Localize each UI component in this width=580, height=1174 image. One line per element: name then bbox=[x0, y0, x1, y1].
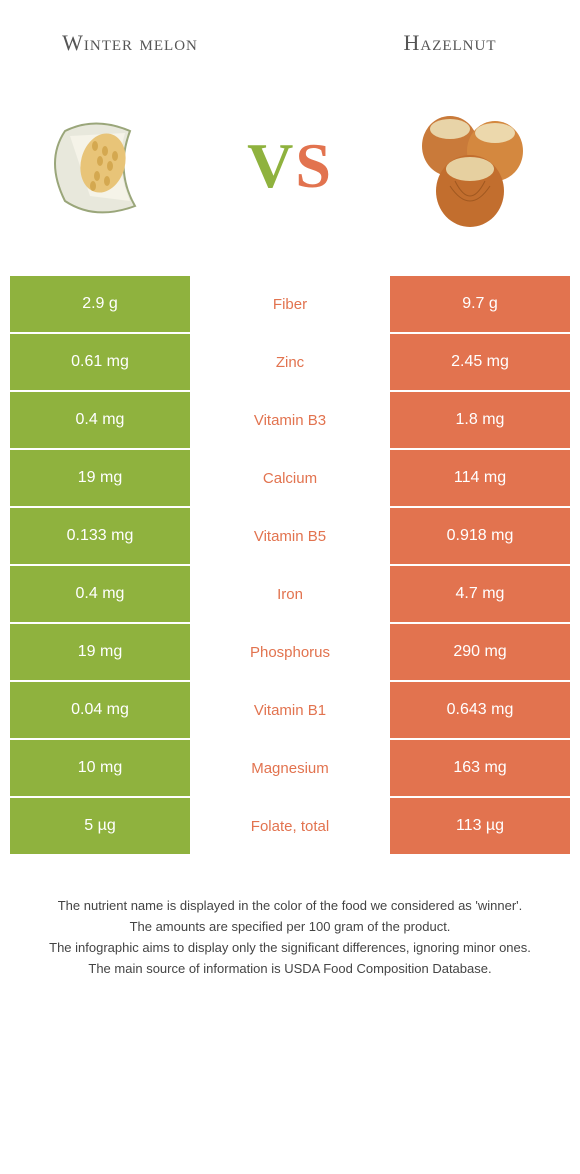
nutrient-label: Zinc bbox=[190, 334, 390, 390]
vs-s: S bbox=[295, 130, 333, 201]
left-food-title: Winter melon bbox=[50, 30, 210, 56]
footer-line-4: The main source of information is USDA F… bbox=[30, 959, 550, 980]
vs-label: VS bbox=[247, 129, 333, 203]
hazelnut-icon bbox=[395, 91, 545, 241]
table-row: 10 mgMagnesium163 mg bbox=[10, 740, 570, 796]
nutrient-label: Phosphorus bbox=[190, 624, 390, 680]
left-value: 19 mg bbox=[10, 624, 190, 680]
left-value: 0.61 mg bbox=[10, 334, 190, 390]
images-row: VS bbox=[0, 66, 580, 276]
left-value: 10 mg bbox=[10, 740, 190, 796]
right-value: 1.8 mg bbox=[390, 392, 570, 448]
left-value: 5 µg bbox=[10, 798, 190, 854]
nutrient-table: 2.9 gFiber9.7 g0.61 mgZinc2.45 mg0.4 mgV… bbox=[10, 276, 570, 854]
right-value: 0.918 mg bbox=[390, 508, 570, 564]
table-row: 0.61 mgZinc2.45 mg bbox=[10, 334, 570, 390]
melon-icon bbox=[35, 91, 185, 241]
table-row: 0.4 mgVitamin B31.8 mg bbox=[10, 392, 570, 448]
right-food-title: Hazelnut bbox=[370, 30, 530, 56]
nutrient-label: Fiber bbox=[190, 276, 390, 332]
nutrient-label: Calcium bbox=[190, 450, 390, 506]
right-value: 0.643 mg bbox=[390, 682, 570, 738]
right-value: 9.7 g bbox=[390, 276, 570, 332]
right-food-image bbox=[390, 86, 550, 246]
left-value: 0.4 mg bbox=[10, 566, 190, 622]
left-value: 19 mg bbox=[10, 450, 190, 506]
table-row: 0.4 mgIron4.7 mg bbox=[10, 566, 570, 622]
footer-line-1: The nutrient name is displayed in the co… bbox=[30, 896, 550, 917]
table-row: 5 µgFolate, total113 µg bbox=[10, 798, 570, 854]
right-value: 4.7 mg bbox=[390, 566, 570, 622]
left-value: 2.9 g bbox=[10, 276, 190, 332]
header: Winter melon Hazelnut bbox=[0, 0, 580, 66]
table-row: 0.04 mgVitamin B10.643 mg bbox=[10, 682, 570, 738]
nutrient-label: Folate, total bbox=[190, 798, 390, 854]
table-row: 19 mgCalcium114 mg bbox=[10, 450, 570, 506]
right-value: 290 mg bbox=[390, 624, 570, 680]
right-value: 2.45 mg bbox=[390, 334, 570, 390]
right-value: 163 mg bbox=[390, 740, 570, 796]
nutrient-label: Vitamin B3 bbox=[190, 392, 390, 448]
vs-v: V bbox=[247, 130, 295, 201]
right-value: 114 mg bbox=[390, 450, 570, 506]
left-food-image bbox=[30, 86, 190, 246]
nutrient-label: Magnesium bbox=[190, 740, 390, 796]
nutrient-label: Vitamin B5 bbox=[190, 508, 390, 564]
left-value: 0.4 mg bbox=[10, 392, 190, 448]
left-value: 0.133 mg bbox=[10, 508, 190, 564]
table-row: 0.133 mgVitamin B50.918 mg bbox=[10, 508, 570, 564]
left-value: 0.04 mg bbox=[10, 682, 190, 738]
nutrient-label: Iron bbox=[190, 566, 390, 622]
right-value: 113 µg bbox=[390, 798, 570, 854]
nutrient-label: Vitamin B1 bbox=[190, 682, 390, 738]
footer-line-3: The infographic aims to display only the… bbox=[30, 938, 550, 959]
table-row: 2.9 gFiber9.7 g bbox=[10, 276, 570, 332]
footer-notes: The nutrient name is displayed in the co… bbox=[0, 856, 580, 1009]
table-row: 19 mgPhosphorus290 mg bbox=[10, 624, 570, 680]
footer-line-2: The amounts are specified per 100 gram o… bbox=[30, 917, 550, 938]
